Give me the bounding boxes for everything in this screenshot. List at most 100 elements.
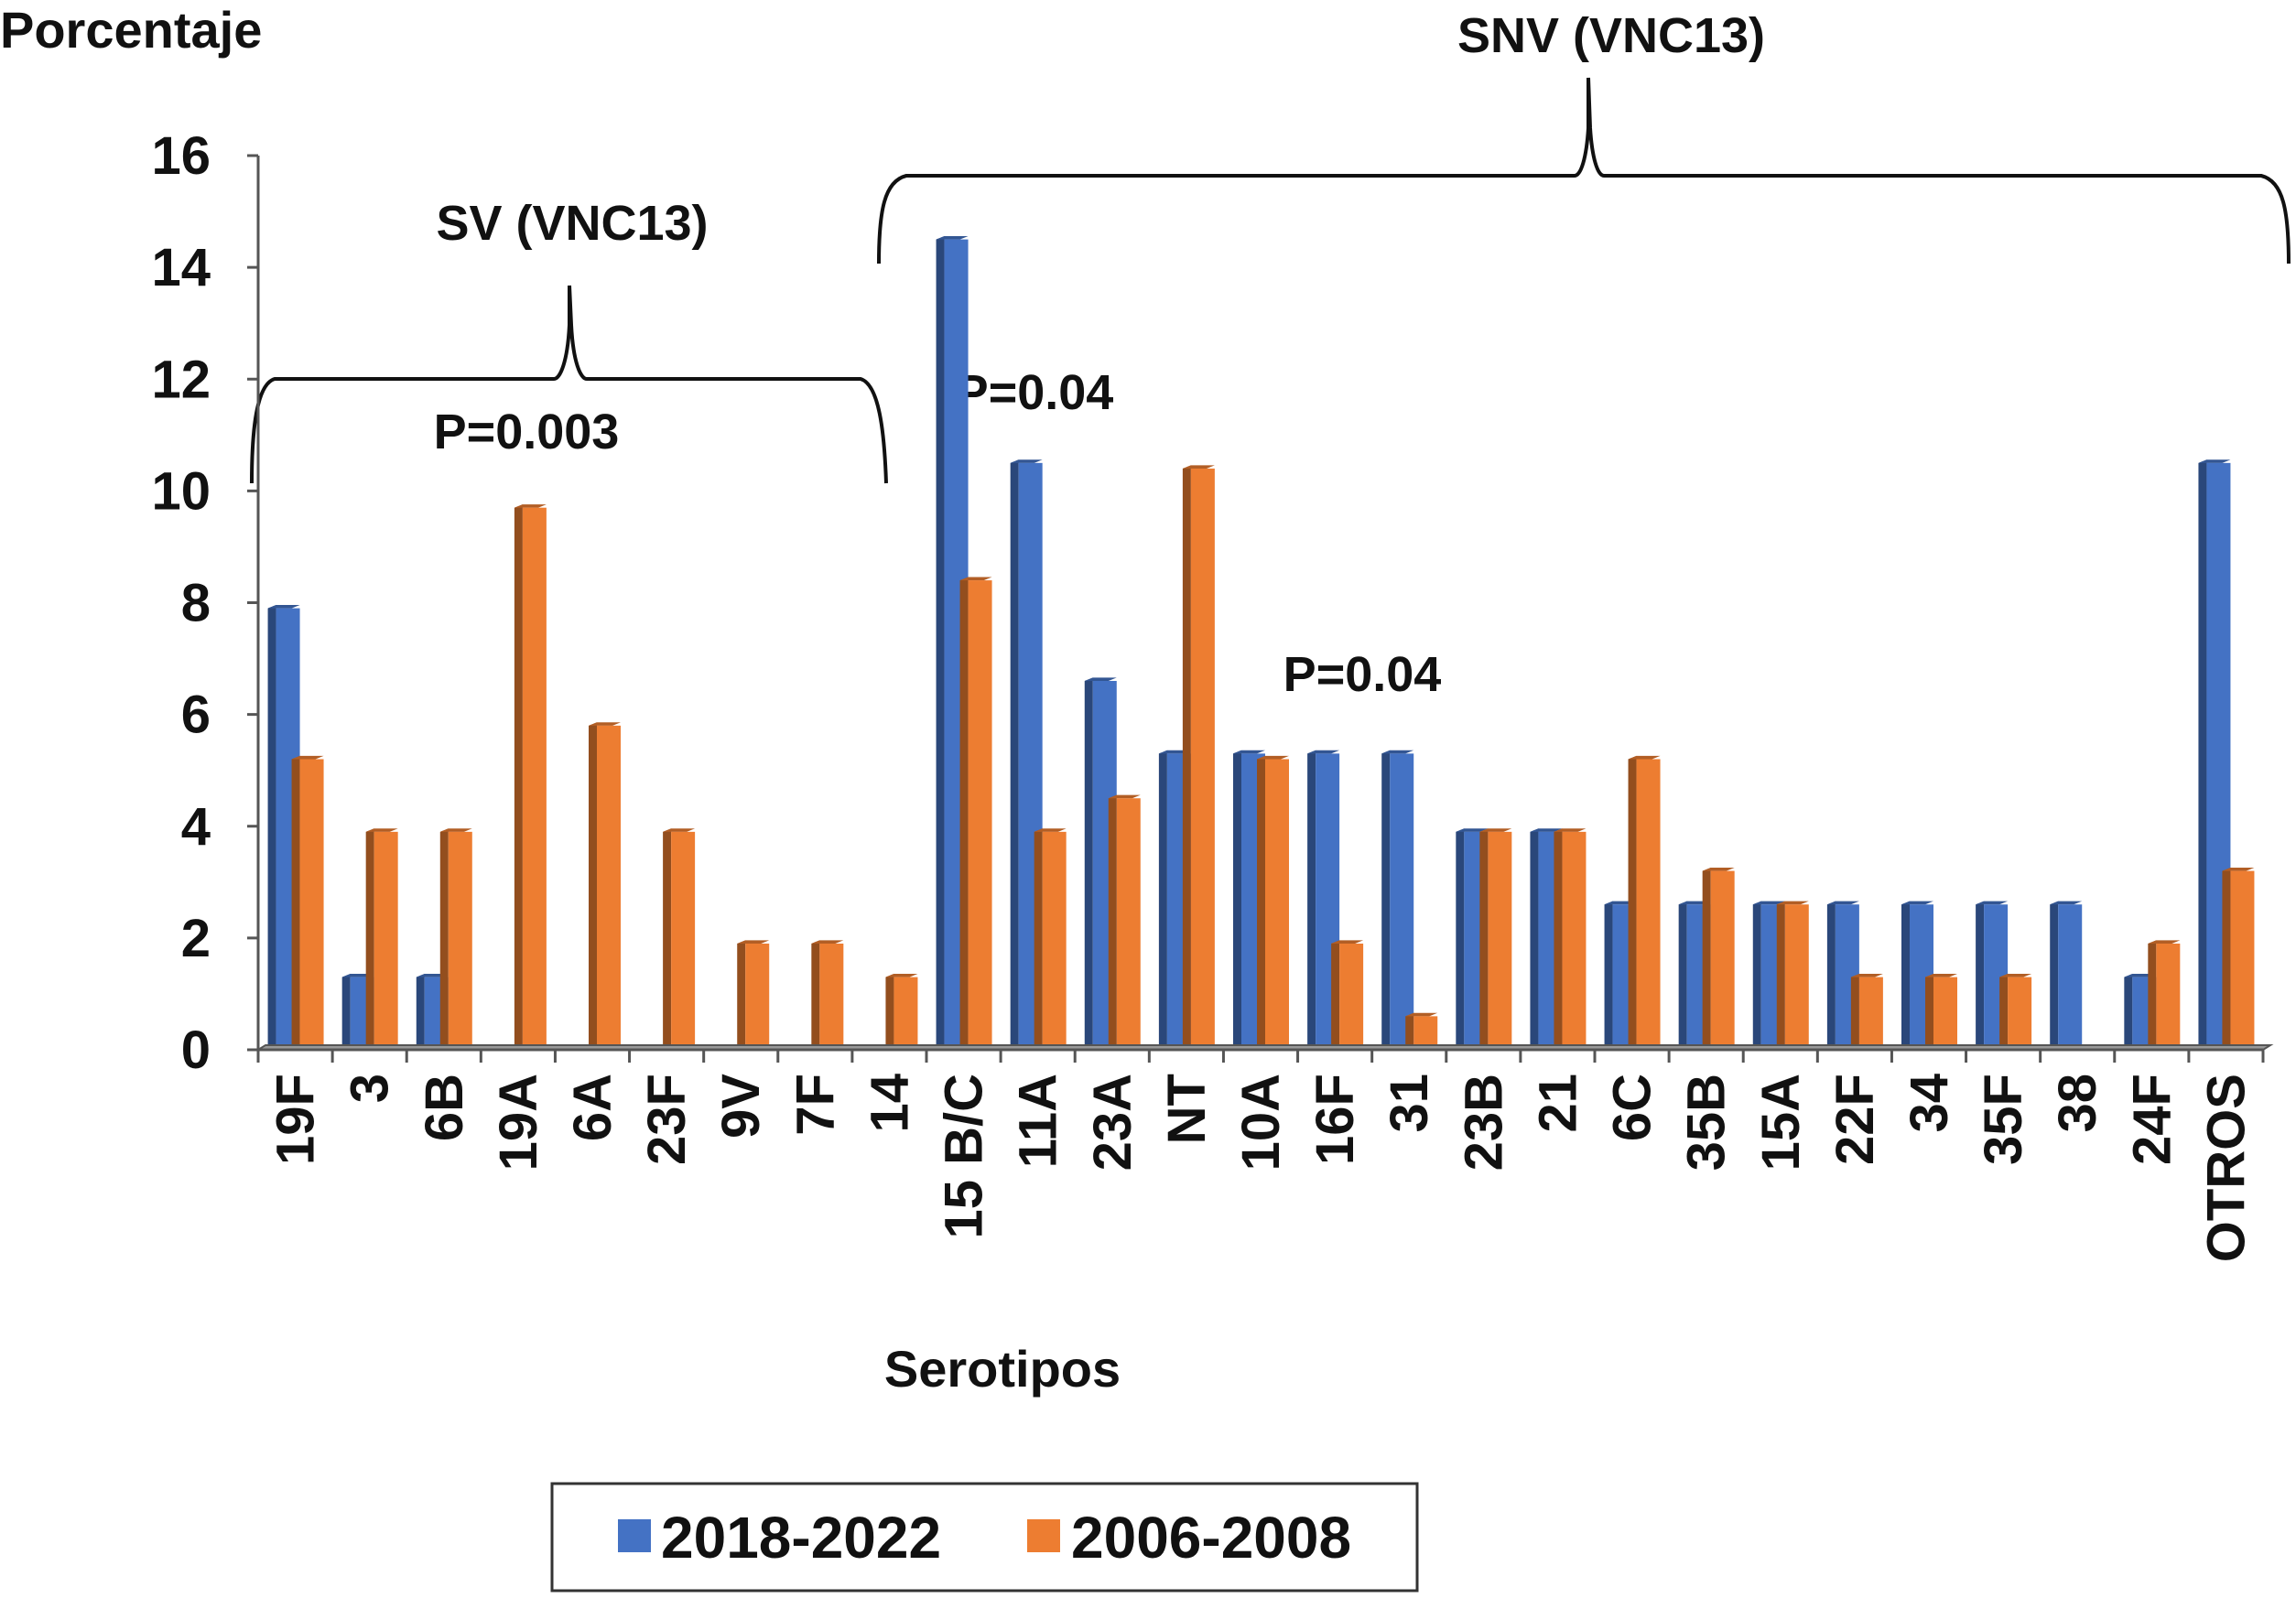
x-tick-label: 35B (1677, 1074, 1737, 1171)
bar-2018-2022-38 (2050, 901, 2083, 1050)
bar-front (299, 759, 324, 1050)
bar-front (448, 831, 472, 1050)
x-tick-label: 24F (2122, 1074, 2182, 1165)
bar-side (1158, 750, 1167, 1050)
bar-front (1265, 759, 1289, 1050)
bar-side (1554, 828, 1563, 1050)
x-tick-label: 23F (637, 1074, 697, 1165)
bar-side (811, 940, 820, 1050)
bar-2006-2008-14 (885, 974, 918, 1050)
bar-2006-2008-21 (1554, 828, 1587, 1050)
bar-front (1784, 904, 1809, 1050)
bar-side (439, 828, 449, 1050)
bar-2006-2008-19F (291, 755, 324, 1050)
bar-top (291, 755, 324, 760)
bar-top (1925, 974, 1957, 977)
bar-top (1010, 459, 1043, 463)
x-tick-label: 38 (2048, 1074, 2107, 1133)
x-tick-label: NT (1157, 1074, 1217, 1144)
bar-side (1678, 901, 1687, 1050)
bar-2006-2008-NT (1182, 465, 1215, 1051)
y-tick-label: 14 (151, 238, 211, 297)
bar-2006-2008-OTROS (2222, 868, 2255, 1050)
bar-front (1190, 468, 1215, 1050)
x-tick-label: 15A (1751, 1074, 1811, 1171)
bars (267, 235, 2255, 1051)
bar-front (893, 977, 918, 1050)
bar-side (514, 504, 523, 1050)
bar-side (365, 828, 374, 1050)
bar-front (1042, 831, 1067, 1050)
bar-side (1776, 901, 1785, 1050)
bar-side (2222, 868, 2231, 1050)
bar-front (819, 943, 844, 1050)
bar-top (1034, 828, 1067, 832)
bar-side (341, 974, 351, 1050)
p-value-31-label: P=0.04 (1283, 647, 1442, 702)
bar-top (1752, 901, 1785, 905)
x-tick-label: 10A (1231, 1074, 1291, 1171)
bar-side (1628, 755, 1637, 1050)
sv-group-brace (250, 285, 888, 484)
bar-side (589, 722, 597, 1050)
bar-front (374, 831, 398, 1050)
bar-side (663, 828, 672, 1050)
bar-side (1999, 974, 2009, 1050)
bar-2018-2022-31 (1381, 750, 1414, 1050)
y-tick-label: 10 (151, 461, 211, 521)
bar-top (1530, 828, 1563, 832)
bar-front (1562, 831, 1587, 1050)
x-tick-label: 3 (341, 1074, 400, 1103)
legend-label-2018-2022: 2018-2022 (661, 1505, 941, 1571)
x-tick-label: 7F (785, 1074, 845, 1136)
bar-front (1339, 943, 1364, 1050)
bar-top (1381, 750, 1414, 754)
bar-top (589, 722, 621, 726)
bar-side (1034, 828, 1043, 1050)
bar-top (1479, 828, 1512, 832)
x-tick-label: 22F (1825, 1074, 1885, 1165)
x-tick-label: 34 (1900, 1074, 1959, 1133)
bar-2006-2008-6C (1628, 755, 1661, 1050)
bar-front (597, 725, 621, 1050)
bar-2006-2008-31 (1405, 1012, 1438, 1050)
bar-side (267, 605, 276, 1050)
bar-2006-2008-23F (663, 828, 696, 1050)
bar-side (1925, 974, 1933, 1050)
bar-side (1901, 901, 1910, 1050)
x-tick-label: 35F (1974, 1074, 2033, 1165)
y-tick-label: 4 (181, 797, 211, 857)
bar-2006-2008-22F (1850, 974, 1883, 1050)
bar-top (1826, 901, 1859, 905)
x-tick-label: 14 (860, 1074, 919, 1133)
x-tick-label: OTROS (2196, 1074, 2256, 1262)
bar-top (1331, 940, 1364, 944)
p-value-15bc-label: P=0.04 (956, 365, 1114, 420)
bar-side (291, 755, 300, 1050)
bar-front (2230, 870, 2255, 1050)
sv-group-label: SV (VNC13) (436, 196, 708, 251)
bar-side (1010, 459, 1019, 1050)
bar-side (2124, 974, 2133, 1050)
bar-top (514, 504, 547, 508)
bar-2006-2008-7F (811, 940, 844, 1050)
legend-swatch-2006-2008 (1027, 1519, 1060, 1552)
y-tick-label: 6 (181, 686, 211, 745)
bar-front (1636, 759, 1661, 1050)
bar-2006-2008-6B (439, 828, 472, 1050)
bar-side (1479, 828, 1489, 1050)
legend-swatch-2018-2022 (618, 1519, 651, 1552)
x-tick-label: 15 B/C (935, 1074, 994, 1239)
bar-side (959, 577, 969, 1050)
bar-side (1752, 901, 1761, 1050)
p-value-sv-label: P=0.003 (434, 405, 620, 459)
bar-front (671, 831, 696, 1050)
bar-2006-2008-23B (1479, 828, 1512, 1050)
bar-side (1084, 677, 1093, 1050)
bar-side (2198, 459, 2207, 1050)
x-axis: 19F 3 6B 19A 6A 23F 9V 7F 14 15 B/C 11A 23A NT 10A 16F… (255, 1044, 2274, 1262)
bar-side (1307, 750, 1316, 1050)
bar-2006-2008-19A (514, 504, 547, 1050)
bar-top (2050, 901, 2083, 905)
